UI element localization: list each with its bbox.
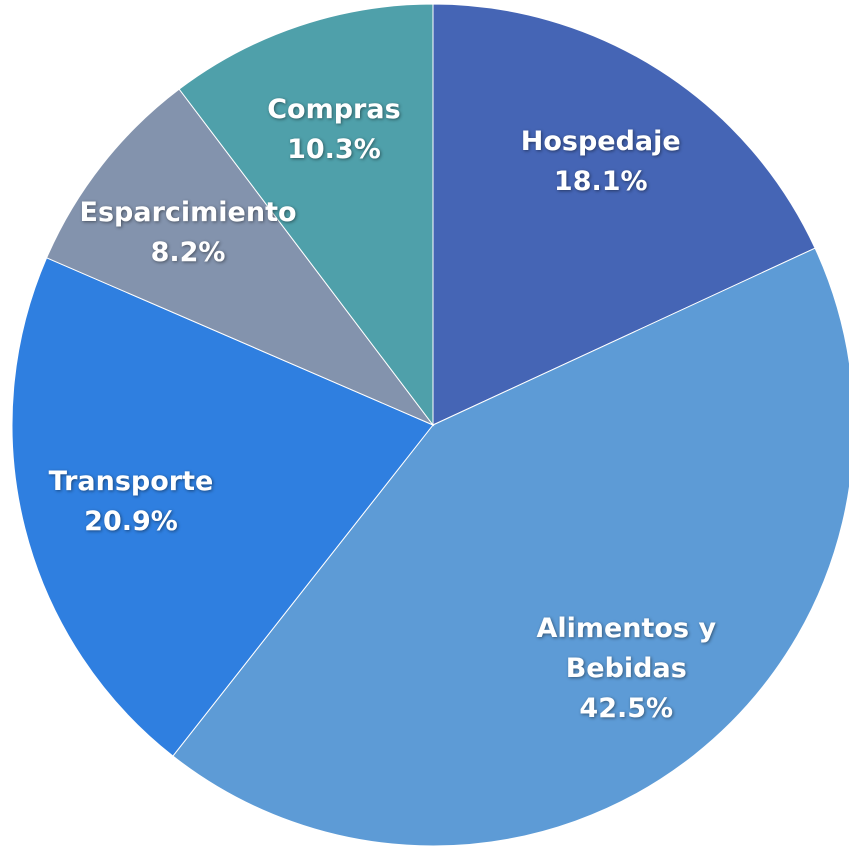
pie-slice [178,3,434,427]
value-label: 10.3% [287,133,381,165]
pie-slice [432,3,816,426]
category-label: Alimentos y Bebidas [536,613,717,685]
pie-slice [172,247,849,847]
value-label: 42.5% [579,693,674,725]
value-label: 8.2% [150,236,226,268]
pie-slice [45,88,435,427]
value-label: 18.1% [553,166,648,198]
value-label: 20.9% [84,505,178,537]
category-label: Compras [267,93,401,125]
slice-label: Transporte 20.9% [16,462,246,542]
slice-label: Hospedaje 18.1% [486,122,716,202]
category-label: Hospedaje [520,126,681,158]
slice-label: Esparcimiento 8.2% [73,193,303,273]
slice-label: Alimentos y Bebidas 42.5% [511,609,741,729]
category-label: Transporte [48,465,214,497]
pie-slice [11,257,434,757]
category-label: Esparcimiento [79,196,297,228]
slice-label: Compras 10.3% [219,90,449,170]
